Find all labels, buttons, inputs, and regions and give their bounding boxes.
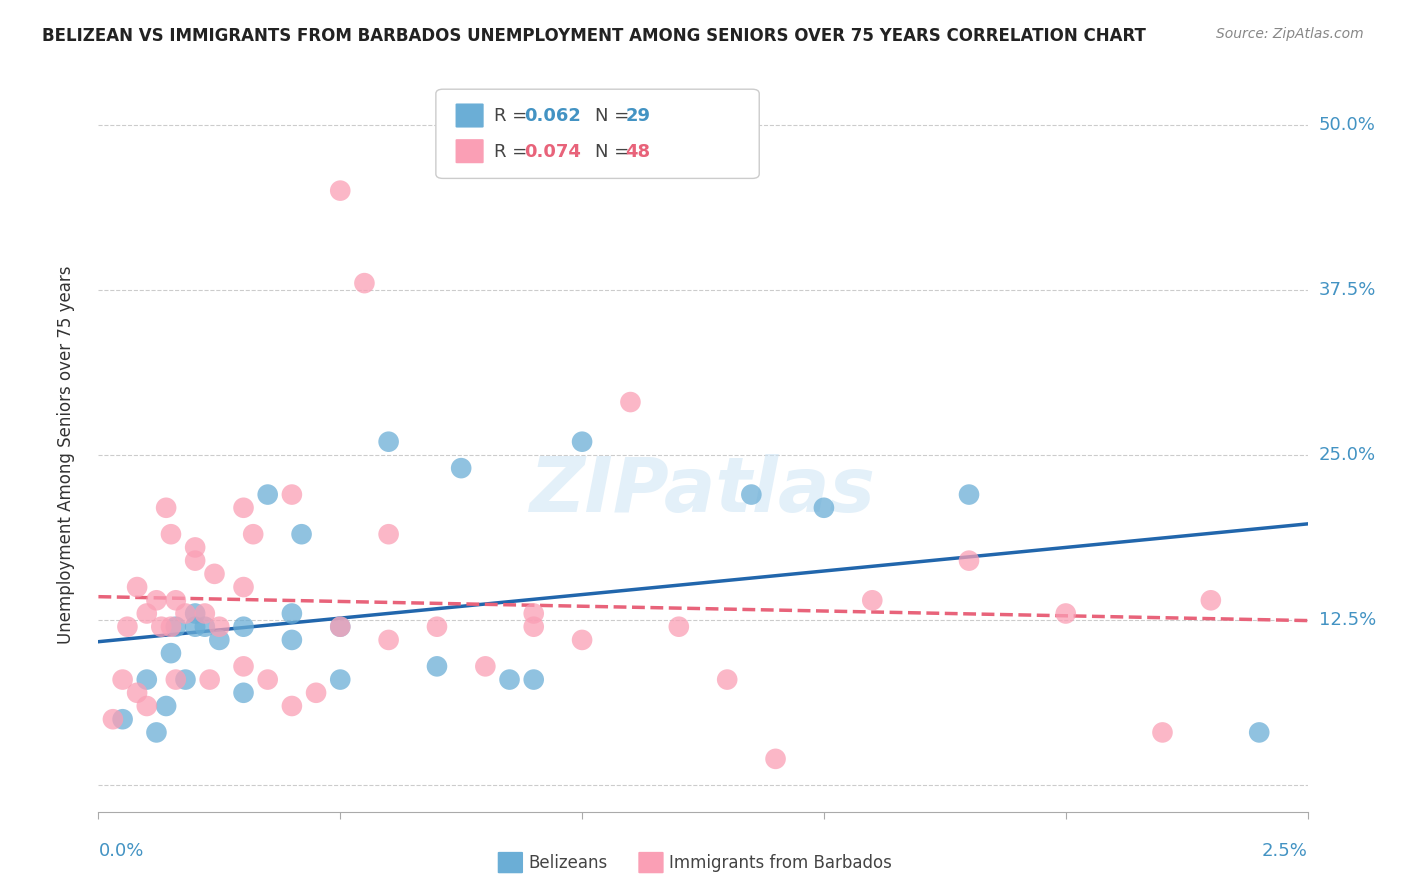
Text: 0.074: 0.074 bbox=[524, 143, 581, 161]
Point bbox=[184, 554, 207, 568]
Text: 12.5%: 12.5% bbox=[1319, 611, 1376, 629]
Point bbox=[329, 620, 352, 634]
Point bbox=[765, 752, 787, 766]
Point bbox=[1249, 725, 1271, 739]
Text: N =: N = bbox=[595, 107, 634, 125]
Point bbox=[165, 620, 187, 634]
Text: 29: 29 bbox=[626, 107, 651, 125]
Point bbox=[111, 712, 134, 726]
Point bbox=[523, 607, 546, 621]
Point bbox=[155, 698, 177, 713]
Point bbox=[208, 632, 231, 647]
Text: 0.062: 0.062 bbox=[524, 107, 581, 125]
Y-axis label: Unemployment Among Seniors over 75 years: Unemployment Among Seniors over 75 years bbox=[56, 266, 75, 644]
Point bbox=[204, 566, 226, 581]
Point bbox=[450, 461, 472, 475]
Point bbox=[290, 527, 312, 541]
Text: 25.0%: 25.0% bbox=[1319, 446, 1376, 464]
Point bbox=[101, 712, 124, 726]
Point bbox=[426, 620, 449, 634]
Point bbox=[329, 620, 352, 634]
Point bbox=[571, 434, 593, 449]
Text: Immigrants from Barbados: Immigrants from Barbados bbox=[669, 855, 893, 872]
Point bbox=[377, 527, 399, 541]
Text: R =: R = bbox=[494, 107, 533, 125]
Text: Source: ZipAtlas.com: Source: ZipAtlas.com bbox=[1216, 27, 1364, 41]
Point bbox=[127, 686, 149, 700]
Point bbox=[184, 620, 207, 634]
Point bbox=[208, 620, 231, 634]
Point bbox=[194, 607, 217, 621]
Point bbox=[281, 487, 304, 501]
Point bbox=[232, 686, 254, 700]
Point bbox=[281, 698, 304, 713]
Point bbox=[860, 593, 883, 607]
Point bbox=[668, 620, 690, 634]
Point bbox=[571, 632, 593, 647]
Text: R =: R = bbox=[494, 143, 533, 161]
Text: BELIZEAN VS IMMIGRANTS FROM BARBADOS UNEMPLOYMENT AMONG SENIORS OVER 75 YEARS CO: BELIZEAN VS IMMIGRANTS FROM BARBADOS UNE… bbox=[42, 27, 1146, 45]
Point bbox=[160, 527, 183, 541]
Point bbox=[329, 184, 352, 198]
Point bbox=[127, 580, 149, 594]
Point bbox=[281, 607, 304, 621]
Point bbox=[716, 673, 738, 687]
Point bbox=[174, 673, 197, 687]
Point bbox=[619, 395, 641, 409]
Point bbox=[184, 607, 207, 621]
Point bbox=[305, 686, 328, 700]
Point bbox=[232, 620, 254, 634]
Point bbox=[194, 620, 217, 634]
Text: ZIPatlas: ZIPatlas bbox=[530, 454, 876, 527]
Point bbox=[184, 541, 207, 555]
Text: 37.5%: 37.5% bbox=[1319, 281, 1376, 299]
Point bbox=[111, 673, 134, 687]
Point bbox=[145, 725, 167, 739]
Point bbox=[426, 659, 449, 673]
Text: Belizeans: Belizeans bbox=[529, 855, 607, 872]
Point bbox=[957, 487, 980, 501]
Point bbox=[1152, 725, 1174, 739]
Text: 0.0%: 0.0% bbox=[98, 842, 143, 860]
Point bbox=[1199, 593, 1222, 607]
Point bbox=[150, 620, 173, 634]
Point bbox=[377, 434, 399, 449]
Point bbox=[256, 487, 278, 501]
Text: N =: N = bbox=[595, 143, 634, 161]
Point bbox=[353, 276, 375, 290]
Text: 48: 48 bbox=[626, 143, 651, 161]
Point bbox=[329, 673, 352, 687]
Point bbox=[145, 593, 167, 607]
Point bbox=[198, 673, 221, 687]
Point bbox=[135, 607, 157, 621]
Point bbox=[740, 487, 762, 501]
Point bbox=[135, 698, 157, 713]
Point bbox=[160, 620, 183, 634]
Point bbox=[242, 527, 264, 541]
Point bbox=[174, 607, 197, 621]
Point bbox=[281, 632, 304, 647]
Point bbox=[232, 659, 254, 673]
Point bbox=[160, 646, 183, 660]
Point bbox=[117, 620, 139, 634]
Point bbox=[165, 593, 187, 607]
Point bbox=[957, 554, 980, 568]
Point bbox=[813, 500, 835, 515]
Point bbox=[155, 500, 177, 515]
Point bbox=[474, 659, 496, 673]
Point bbox=[165, 673, 187, 687]
Point bbox=[498, 673, 520, 687]
Text: 2.5%: 2.5% bbox=[1261, 842, 1308, 860]
Text: 50.0%: 50.0% bbox=[1319, 116, 1375, 134]
Point bbox=[232, 500, 254, 515]
Point bbox=[523, 673, 546, 687]
Point bbox=[1054, 607, 1077, 621]
Point bbox=[232, 580, 254, 594]
Point bbox=[256, 673, 278, 687]
Point bbox=[135, 673, 157, 687]
Point bbox=[377, 632, 399, 647]
Point bbox=[523, 620, 546, 634]
